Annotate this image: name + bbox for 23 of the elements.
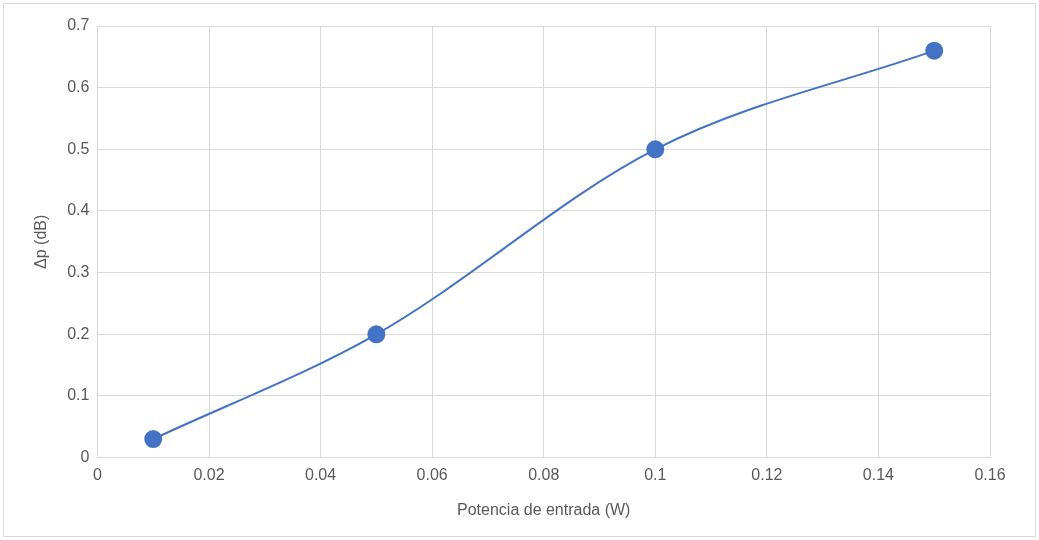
x-axis-title: Potencia de entrada (W): [457, 500, 631, 518]
x-tick-label: 0.02: [193, 465, 225, 483]
x-tick-label: 0: [92, 465, 102, 483]
x-tick-label: 0.06: [416, 465, 448, 483]
point: [646, 140, 665, 159]
point: [144, 430, 163, 449]
y-tick-label: 0: [80, 448, 90, 466]
y-tick-label: 0.3: [67, 263, 90, 281]
y-axis-title: Δp (dB): [32, 214, 50, 269]
x-tick-label: 0.04: [305, 465, 337, 483]
x-tick-label: 0.1: [644, 465, 667, 483]
x-tick-label: 0.08: [528, 465, 560, 483]
x-tick-label: 0.16: [974, 465, 1006, 483]
y-tick-label: 0.5: [67, 139, 90, 157]
y-tick-label: 0.6: [67, 78, 90, 96]
y-tick-label: 0.4: [67, 201, 90, 219]
point: [925, 41, 944, 60]
x-tick-label: 0.14: [862, 465, 895, 483]
y-tick-label: 0.2: [67, 324, 90, 342]
point: [367, 325, 386, 344]
x-tick-label: 0.12: [751, 465, 783, 483]
y-tick-label: 0.7: [67, 16, 90, 34]
y-tick-label: 0.1: [67, 386, 90, 404]
